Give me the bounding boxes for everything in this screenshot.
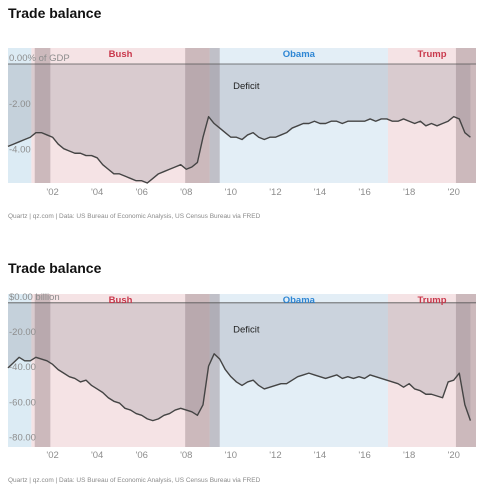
deficit-annotation: Deficit (233, 325, 260, 336)
era-label: Bush (109, 295, 133, 306)
y-tick-label: -60.00 (9, 397, 36, 408)
era-band (31, 48, 210, 183)
x-tick-label: '20 (448, 187, 460, 198)
era-band (31, 294, 210, 447)
chart-svg-billions: $0.00 billion -20.00 -40.00 -60.00 -80.00 '02… (7, 292, 476, 461)
y-tick-label: -4.00 (9, 145, 31, 156)
recession-band (34, 48, 51, 183)
era-band (387, 294, 476, 447)
x-tick-label: '16 (358, 450, 370, 461)
deficit-annotation: Deficit (233, 81, 260, 92)
era-band (209, 48, 388, 183)
era-band (8, 48, 32, 183)
deficit-area (8, 64, 471, 183)
recession-band (455, 48, 476, 183)
era-label: Bush (109, 49, 133, 60)
recession-band (34, 294, 51, 447)
y-tick-label: $0.00 billion (9, 292, 60, 303)
x-tick-label: '18 (403, 450, 415, 461)
recession-band (185, 48, 220, 183)
y-tick-label: 0.00% of GDP (9, 53, 70, 64)
y-tick-label: -20.00 (9, 327, 36, 338)
x-tick-label: '06 (136, 187, 148, 198)
era-label: Obama (283, 49, 316, 60)
x-tick-label: '10 (225, 450, 237, 461)
chart-panel-pct-gdp: Trade balance 0.00% of GDP -2.00 -4.00 '02 '… (0, 0, 490, 232)
era-label: Trump (417, 49, 446, 60)
x-tick-label: '10 (225, 187, 237, 198)
x-tick-label: '12 (269, 450, 281, 461)
era-label: Trump (417, 295, 446, 306)
x-tick-label: '02 (46, 450, 58, 461)
chart-source: Quartz | qz.com | Data: US Bureau of Eco… (8, 213, 261, 220)
era-band (209, 294, 388, 447)
x-tick-label: '08 (180, 187, 192, 198)
x-tick-label: '14 (314, 450, 326, 461)
chart-title: Trade balance (8, 260, 102, 276)
era-band (387, 48, 476, 183)
x-tick-label: '12 (269, 187, 281, 198)
recession-band (185, 294, 220, 447)
x-tick-label: '04 (91, 450, 103, 461)
y-tick-label: -40.00 (9, 362, 36, 373)
chart-svg-pct-gdp: 0.00% of GDP -2.00 -4.00 '02 '04 '06 '08 '10 '12… (7, 48, 476, 198)
deficit-area (8, 302, 471, 421)
x-tick-label: '18 (403, 187, 415, 198)
y-tick-label: -80.00 (9, 432, 36, 443)
era-label: Obama (283, 295, 316, 306)
x-tick-label: '04 (91, 187, 103, 198)
era-band (8, 294, 32, 447)
x-tick-label: '06 (136, 450, 148, 461)
x-tick-label: '20 (448, 450, 460, 461)
x-tick-label: '08 (180, 450, 192, 461)
y-tick-label: -2.00 (9, 99, 31, 110)
recession-band (455, 294, 476, 447)
x-tick-label: '16 (358, 187, 370, 198)
x-tick-label: '02 (46, 187, 58, 198)
x-tick-label: '14 (314, 187, 326, 198)
trade-balance-line (7, 353, 472, 422)
trade-balance-line (7, 115, 471, 184)
chart-title: Trade balance (8, 5, 102, 21)
chart-source: Quartz | qz.com | Data: US Bureau of Eco… (8, 477, 261, 484)
chart-panel-billions: Trade balance $0.00 billion -20.00 -40.00 -… (0, 257, 490, 497)
